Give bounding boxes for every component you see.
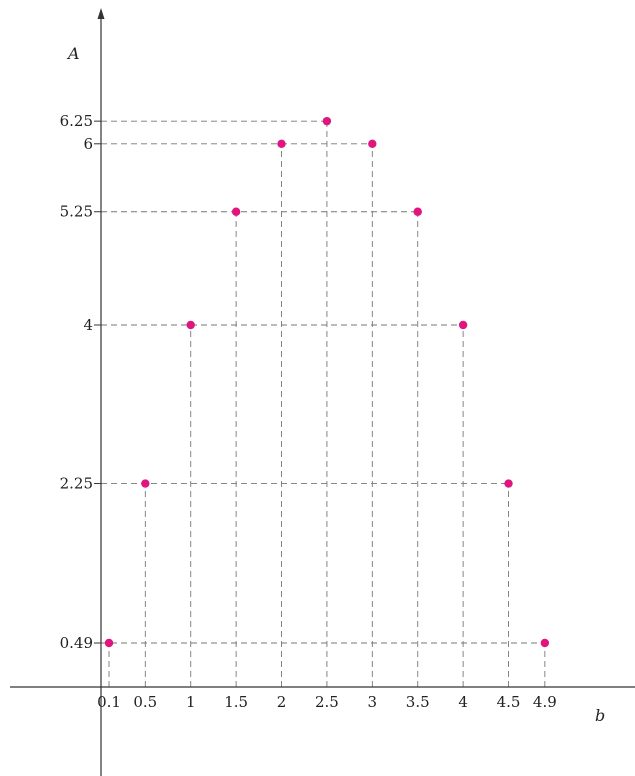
- data-point: [540, 638, 550, 648]
- x-tick-label: 2.5: [315, 693, 339, 711]
- data-point: [141, 479, 150, 488]
- data-point: [413, 207, 422, 216]
- y-tick-label: 4: [83, 316, 93, 334]
- x-tick-label: 3: [368, 693, 378, 711]
- data-point: [104, 638, 114, 648]
- x-axis-label: b: [595, 706, 605, 725]
- x-tick-label: 2: [277, 693, 287, 711]
- axes: [10, 8, 635, 776]
- y-tick-label: 2.25: [60, 475, 93, 493]
- x-tick-label: 4.9: [533, 693, 557, 711]
- guide-lines: [101, 120, 546, 687]
- x-tick-label: 1.5: [224, 693, 248, 711]
- y-tick-label: 6: [83, 135, 93, 153]
- x-tick-label: 3.5: [406, 693, 430, 711]
- y-tick-label: 0.49: [60, 634, 93, 652]
- x-tick-label: 4.5: [497, 693, 521, 711]
- x-tick-label: 0.5: [133, 693, 157, 711]
- data-point: [322, 116, 332, 126]
- y-axis-arrow: [97, 8, 105, 19]
- x-tick-label: 4: [458, 693, 468, 711]
- data-point: [277, 139, 286, 148]
- data-point: [231, 207, 241, 216]
- data-point: [186, 320, 195, 330]
- y-tick-label: 5.25: [60, 203, 93, 221]
- points: [104, 116, 550, 648]
- x-tick-label: 1: [186, 693, 196, 711]
- ticks: 0.1 0.5 1 1.5 2 2.5 3 3.5 4 4.5 4.9 0.49 2.25 4 5.25 6 6…: [60, 112, 557, 711]
- data-point: [504, 479, 513, 488]
- data-point: [368, 139, 377, 148]
- y-axis-label: A: [66, 44, 80, 63]
- data-point: [458, 320, 468, 330]
- y-tick-label: 6.25: [60, 112, 93, 130]
- x-tick-label: 0.1: [97, 693, 121, 711]
